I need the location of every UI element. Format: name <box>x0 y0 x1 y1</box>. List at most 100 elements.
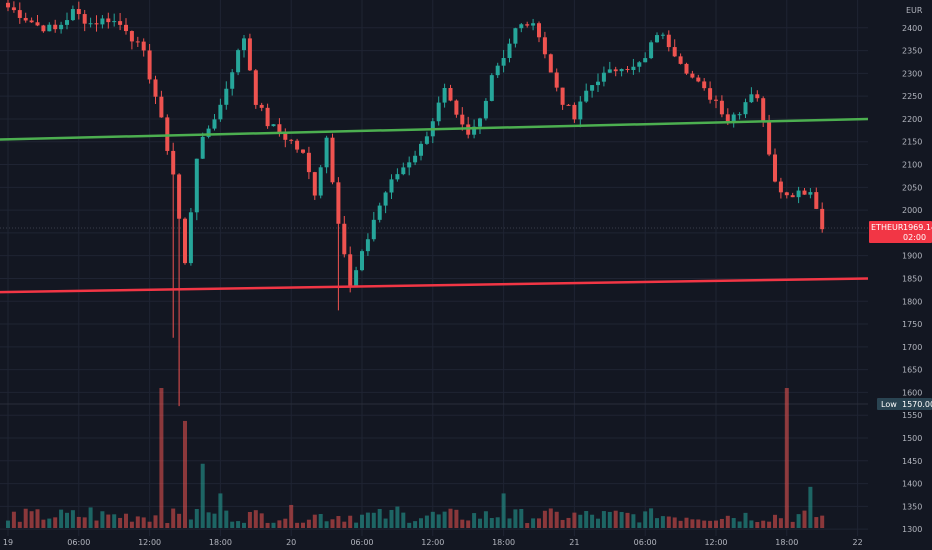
candle <box>696 74 701 83</box>
candle <box>200 132 205 160</box>
candle <box>224 81 229 110</box>
candle <box>802 187 807 195</box>
volume-bar <box>660 516 665 528</box>
volume-bar <box>129 521 134 528</box>
candle <box>106 12 111 29</box>
time-tick-label: 20 <box>286 538 296 547</box>
candle <box>690 70 695 79</box>
candle <box>460 107 465 131</box>
price-tick-label: 2000 <box>902 206 922 215</box>
volume-bar <box>70 510 75 528</box>
volume-bar <box>330 519 335 528</box>
volume-bar <box>100 511 105 528</box>
time-tick-label: 22 <box>853 538 863 547</box>
candle <box>525 21 530 28</box>
candle <box>637 61 642 73</box>
candle <box>312 171 317 200</box>
candle <box>112 13 117 27</box>
price-axis[interactable]: 1300 1350 1400 1450 1500 1550 1600 1650 1700 1750… <box>868 0 932 550</box>
candle <box>784 191 789 199</box>
candle <box>124 18 128 35</box>
volume-bar <box>253 510 258 528</box>
volume-bar <box>572 512 577 528</box>
price-tick-label: 2300 <box>902 69 922 78</box>
volume-bar <box>714 520 718 528</box>
low-price-badge: Low 1570.00 <box>877 398 932 410</box>
volume-bar <box>537 518 541 528</box>
volume-bar <box>755 522 760 528</box>
volume-bar <box>383 518 388 528</box>
candle <box>755 90 760 102</box>
candle <box>6 0 10 12</box>
candle <box>236 48 241 76</box>
candle <box>53 19 58 33</box>
volume-bar <box>483 511 488 528</box>
volume-bar <box>218 493 223 528</box>
volume-bar <box>778 518 783 528</box>
candle <box>619 68 624 77</box>
volume-bar <box>643 511 648 528</box>
candle <box>719 95 724 118</box>
candle <box>70 5 75 22</box>
candle <box>572 102 577 123</box>
candle <box>94 15 99 32</box>
currency-label: EUR <box>902 4 928 16</box>
volume-bar <box>743 512 748 528</box>
price-tick-label: 2350 <box>902 47 922 56</box>
candle <box>336 177 341 311</box>
candle <box>631 58 636 75</box>
volume-bar <box>472 513 477 528</box>
volume-bar <box>194 508 199 528</box>
volume-bar <box>41 519 46 528</box>
candle <box>625 65 630 73</box>
volume-bar <box>306 519 311 528</box>
candle <box>194 158 199 221</box>
volume-bar <box>342 521 347 528</box>
volume-bar <box>625 512 630 528</box>
volume-bar <box>177 513 182 528</box>
volume-bar <box>124 513 128 528</box>
candle <box>814 187 819 210</box>
trend-lines[interactable] <box>0 117 869 294</box>
candle <box>212 113 217 131</box>
price-tick-label: 1350 <box>902 502 922 511</box>
price-tick-label: 2200 <box>902 115 922 124</box>
candle <box>749 87 754 104</box>
volume-bar <box>495 517 500 528</box>
volume-bar <box>796 514 801 528</box>
volume-bar <box>554 511 559 528</box>
volume-bar <box>684 517 689 528</box>
candle <box>578 96 583 128</box>
candle <box>560 87 565 110</box>
volume-bar <box>649 508 654 528</box>
volume-bar <box>749 520 754 528</box>
candle <box>218 98 223 122</box>
resistance-line[interactable] <box>0 117 869 141</box>
candle <box>796 186 801 204</box>
candle <box>407 156 412 176</box>
time-axis[interactable]: 19 06:00 12:00 18:00 20 06:00 12:00 18:00 21 06:0… <box>3 538 863 547</box>
volume-bar <box>389 509 394 528</box>
volume-bar <box>171 508 176 528</box>
volume-bar <box>802 510 807 528</box>
volume-bar <box>655 518 659 528</box>
support-line[interactable] <box>0 277 869 294</box>
volume-bar <box>601 511 606 528</box>
candle <box>171 142 176 338</box>
candle <box>419 141 423 161</box>
symbol-label: ETHEUR <box>871 223 904 232</box>
candle <box>100 15 105 29</box>
candle <box>253 68 258 109</box>
candle <box>29 17 34 23</box>
price-tick-label: 1500 <box>902 434 922 443</box>
price-tick-label: 2050 <box>902 183 922 192</box>
volume-bar <box>324 521 329 528</box>
volume-bar <box>371 512 376 528</box>
candle <box>596 73 600 93</box>
candle <box>135 36 140 47</box>
candle <box>401 162 406 176</box>
candle <box>820 202 825 233</box>
volume-bar <box>678 520 683 528</box>
time-tick-label: 06:00 <box>67 538 90 547</box>
